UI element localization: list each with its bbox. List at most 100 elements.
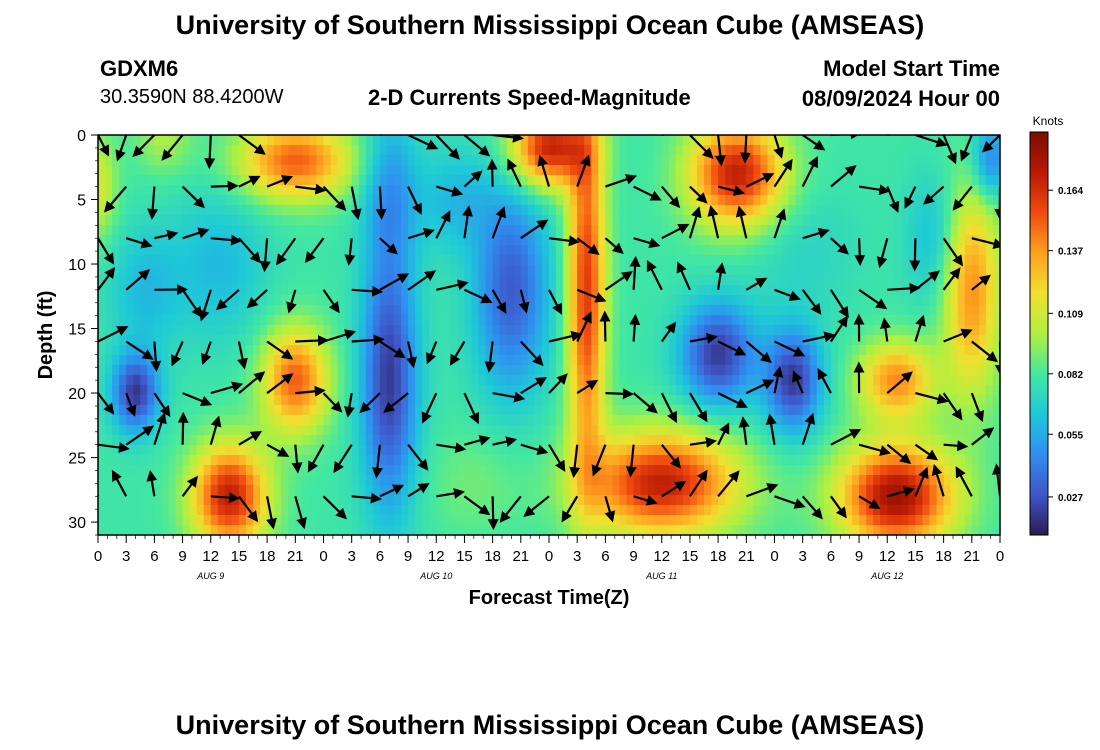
heatmap-cell [810,535,818,546]
heatmap-cell [513,205,522,216]
heatmap-cell [182,335,191,346]
heatmap-cell [393,435,402,446]
heatmap-cell [344,275,353,286]
heatmap-cell [126,195,134,206]
heatmap-cell [887,225,895,236]
heatmap-cell [570,355,578,366]
heatmap-cell [133,205,141,216]
heatmap-cell [929,485,938,496]
heatmap-cell [274,215,282,226]
heatmap-cell [323,475,332,486]
heatmap-cell [760,405,769,416]
heatmap-cell [675,495,684,506]
heatmap-cell [112,285,120,296]
heatmap-cell [513,515,522,526]
heatmap-cell [689,245,698,256]
heatmap-cell [224,485,233,496]
heatmap-cell [281,315,289,326]
heatmap-cell [436,535,444,546]
heatmap-cell [175,275,184,286]
heatmap-cell [859,415,867,426]
heatmap-cell [894,475,902,486]
heatmap-cell [943,315,952,326]
heatmap-cell [732,145,740,156]
heatmap-cell [675,305,684,316]
heatmap-cell [795,285,804,296]
heatmap-cell [386,445,395,456]
heatmap-cell [675,425,684,436]
heatmap-cell [809,235,818,246]
heatmap-cell [295,275,303,286]
heatmap-cell [372,265,381,276]
heatmap-cell [302,355,311,366]
heatmap-cell [696,505,705,516]
heatmap-cell [626,425,635,436]
heatmap-cell [725,285,733,296]
heatmap-cell [330,275,339,286]
heatmap-cell [661,505,670,516]
heatmap-cell [245,225,254,236]
heatmap-cell [852,305,860,316]
heatmap-cell [598,215,606,226]
heatmap-cell [675,365,684,376]
heatmap-cell [147,135,155,146]
heatmap-cell [415,465,423,476]
heatmap-cell [866,235,874,246]
heatmap-cell [549,275,557,286]
heatmap-cell [513,185,522,196]
heatmap-cell [372,185,381,196]
heatmap-cell [570,215,578,226]
heatmap-cell [379,245,388,256]
heatmap-cell [859,405,867,416]
heatmap-cell [330,505,339,516]
heatmap-cell [922,335,931,346]
heatmap-cell [640,305,649,316]
heatmap-cell [527,435,536,446]
heatmap-cell [183,535,191,546]
heatmap-cell [563,295,571,306]
heatmap-cell [711,345,719,356]
heatmap-cell [619,505,628,516]
heatmap-cell [894,465,902,476]
heatmap-cell [323,285,332,296]
heatmap-cell [668,335,677,346]
heatmap-cell [760,225,769,236]
heatmap-cell [908,535,916,546]
heatmap-cell [443,395,451,406]
heatmap-cell [98,205,106,216]
heatmap-cell [929,375,938,386]
heatmap-cell [429,495,437,506]
heatmap-cell [351,305,360,316]
heatmap-cell [140,415,148,426]
heatmap-cell [267,265,275,276]
heatmap-cell [922,295,931,306]
heatmap-cell [457,355,466,366]
heatmap-cell [950,165,959,176]
heatmap-cell [288,465,296,476]
heatmap-cell [943,155,952,166]
heatmap-cell [668,375,677,386]
heatmap-cell [401,355,409,366]
heatmap-cell [386,185,395,196]
heatmap-cell [386,145,395,156]
heatmap-cell [612,165,621,176]
heatmap-cell [880,175,888,186]
heatmap-cell [802,235,811,246]
heatmap-cell [718,145,726,156]
heatmap-cell [175,455,184,466]
heatmap-cell [718,535,726,546]
heatmap-cell [105,275,113,286]
heatmap-cell [696,445,705,456]
heatmap-cell [915,195,924,206]
heatmap-cell [908,385,917,396]
heatmap-cell [612,535,620,546]
heatmap-cell [824,535,832,546]
heatmap-cell [302,475,311,486]
heatmap-cell [619,475,628,486]
heatmap-cell [640,215,649,226]
heatmap-cell [464,445,473,456]
heatmap-cell [436,525,444,535]
heatmap-cell [147,535,155,546]
heatmap-cell [527,205,536,216]
heatmap-cell [682,165,691,176]
